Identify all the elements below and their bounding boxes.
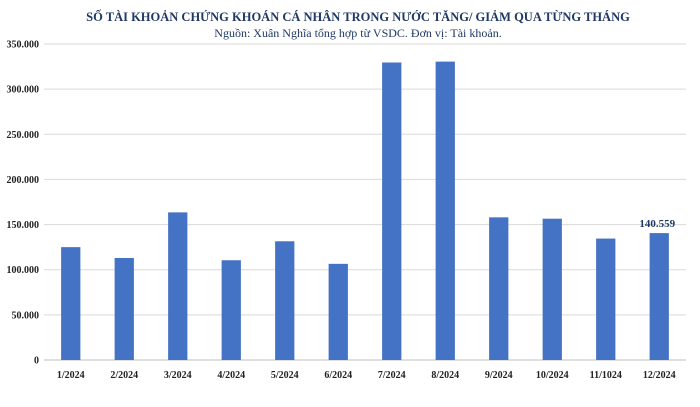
x-tick-label: 11/1024: [590, 370, 622, 381]
bar-2-2024: [114, 257, 134, 360]
data-label: 140.559: [639, 218, 675, 230]
x-tick-label: 3/2024: [164, 370, 192, 381]
chart-title: SỐ TÀI KHOẢN CHỨNG KHOÁN CÁ NHÂN TRONG N…: [86, 9, 630, 24]
x-tick-label: 9/2024: [485, 370, 513, 381]
y-tick-label: 150.000: [7, 220, 40, 231]
bar-8-2024: [435, 61, 455, 360]
y-tick-label: 100.000: [7, 265, 40, 276]
x-tick-label: 2/2024: [110, 370, 138, 381]
bar-12-2024: [649, 233, 669, 360]
x-tick-label: 10/2024: [536, 370, 569, 381]
y-tick-label: 50.000: [12, 310, 40, 321]
x-tick-label: 5/2024: [271, 370, 299, 381]
y-tick-label: 0: [34, 356, 39, 367]
bar-6-2024: [328, 263, 348, 360]
x-tick-label: 6/2024: [324, 370, 352, 381]
bar-3-2024: [168, 212, 188, 360]
bar-7-2024: [382, 62, 402, 360]
y-tick-label: 350.000: [7, 40, 40, 51]
x-tick-label: 12/2024: [643, 370, 676, 381]
bar-9-2024: [489, 217, 509, 360]
x-tick-label: 1/2024: [57, 370, 85, 381]
x-tick-label: 4/2024: [217, 370, 245, 381]
x-tick-label: 7/2024: [378, 370, 406, 381]
bar-11-1024: [596, 238, 616, 360]
bar-10-2024: [542, 218, 562, 360]
bar-5-2024: [275, 241, 295, 360]
bar-4-2024: [221, 260, 241, 360]
y-tick-label: 250.000: [7, 130, 40, 141]
x-tick-label: 8/2024: [431, 370, 459, 381]
y-tick-label: 300.000: [7, 85, 40, 96]
y-tick-label: 200.000: [7, 175, 40, 186]
bar-1-2024: [61, 247, 81, 360]
chart-subtitle: Nguồn: Xuân Nghĩa tổng hợp từ VSDC. Đơn …: [214, 26, 501, 40]
